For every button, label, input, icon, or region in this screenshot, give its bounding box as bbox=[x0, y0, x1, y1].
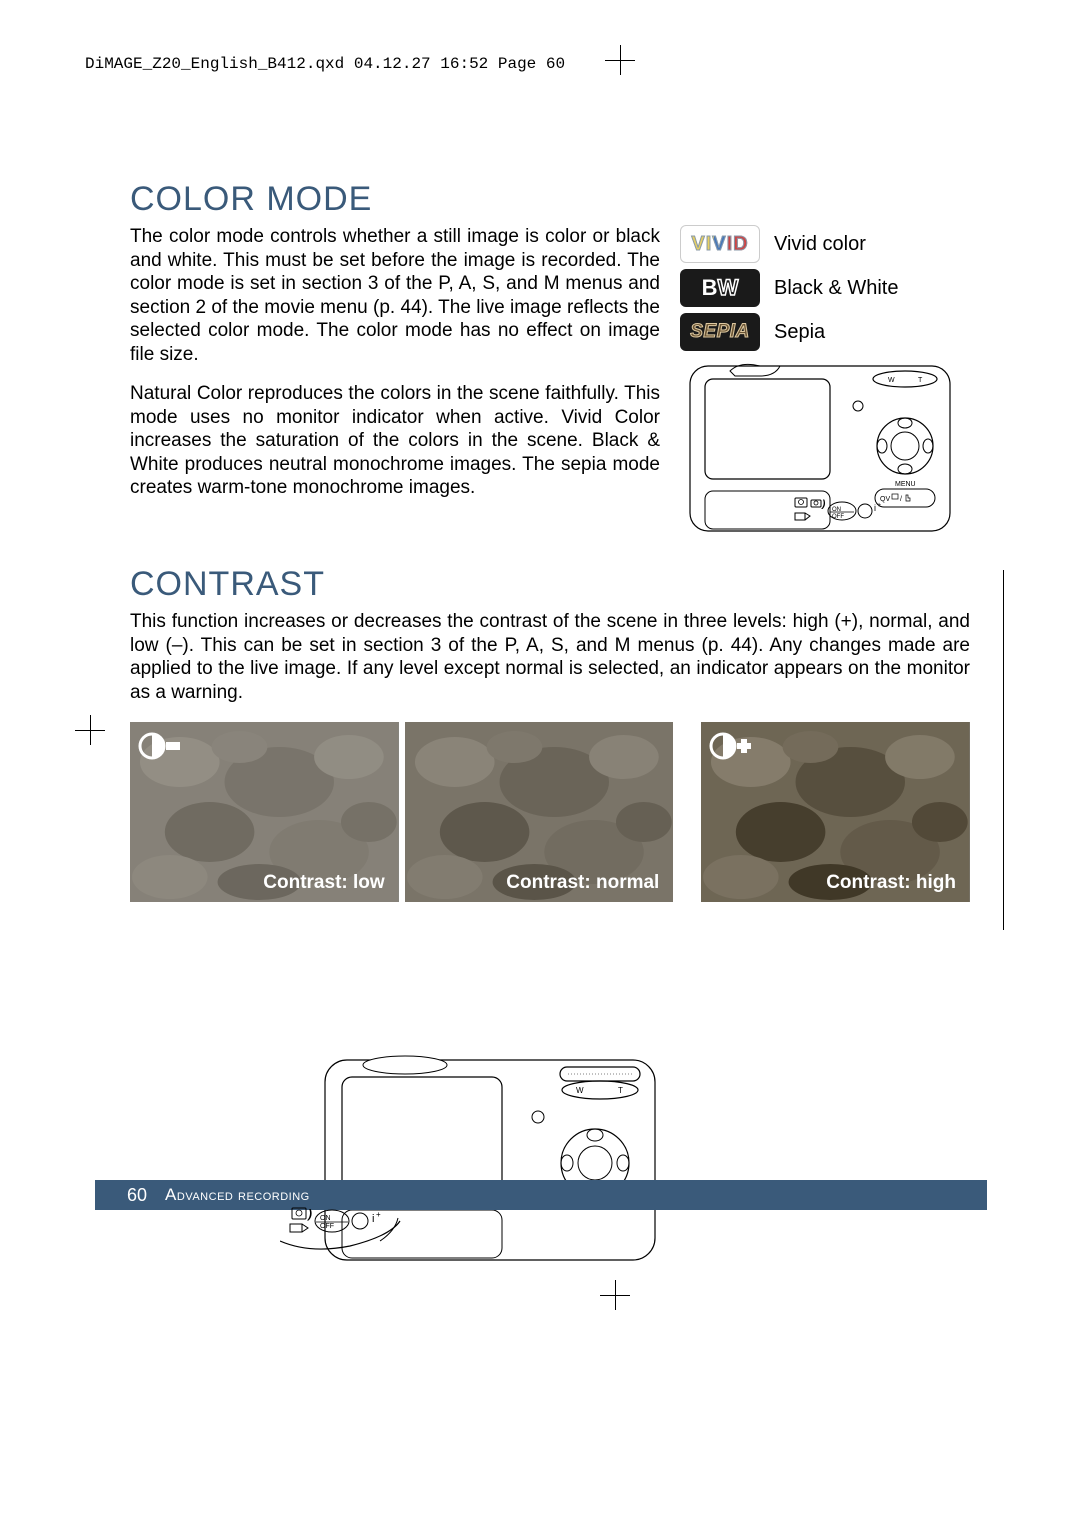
svg-text:OFF: OFF bbox=[320, 1223, 334, 1230]
contrast-sample-low: Contrast: low bbox=[130, 722, 399, 902]
contrast-normal-caption: Contrast: normal bbox=[506, 872, 659, 894]
bw-badge-text: BW bbox=[702, 275, 739, 301]
contrast-sample-normal: Contrast: normal bbox=[405, 722, 674, 902]
svg-text:ON: ON bbox=[320, 1215, 331, 1222]
svg-text:i: i bbox=[874, 503, 876, 513]
contrast-plus-icon bbox=[709, 730, 753, 762]
svg-text:QV: QV bbox=[880, 496, 890, 503]
mode-row-sepia: SEPIA Sepia bbox=[680, 313, 970, 351]
page-content: COLOR MODE The color mode controls wheth… bbox=[130, 180, 970, 902]
crop-mark-bottom bbox=[600, 1280, 630, 1310]
vivid-badge: VIVID bbox=[680, 225, 760, 263]
color-mode-text: The color mode controls whether a still … bbox=[130, 225, 660, 541]
crop-mark-left bbox=[75, 715, 105, 745]
camera-diagram-cutoff: ) ON OFF i + bbox=[280, 1206, 450, 1256]
contrast-title: CONTRAST bbox=[130, 565, 970, 604]
contrast-low-caption: Contrast: low bbox=[263, 872, 384, 894]
print-header: DiMAGE_Z20_English_B412.qxd 04.12.27 16:… bbox=[85, 55, 565, 73]
svg-text:OFF: OFF bbox=[832, 514, 844, 520]
color-mode-sidebar: VIVID Vivid color BW Black & White SEPIA… bbox=[680, 225, 970, 541]
svg-text:): ) bbox=[821, 499, 826, 510]
color-mode-title: COLOR MODE bbox=[130, 180, 970, 219]
vivid-label: Vivid color bbox=[774, 233, 866, 256]
svg-text:): ) bbox=[306, 1207, 312, 1221]
svg-text:T: T bbox=[918, 377, 923, 384]
svg-text:T: T bbox=[618, 1086, 623, 1095]
contrast-high-caption: Contrast: high bbox=[826, 872, 956, 894]
mode-row-bw: BW Black & White bbox=[680, 269, 970, 307]
contrast-sample-high: Contrast: high bbox=[701, 722, 970, 902]
page-number: 60 bbox=[127, 1185, 147, 1206]
side-rule bbox=[1003, 570, 1004, 930]
svg-text:/: / bbox=[900, 496, 902, 503]
mode-row-vivid: VIVID Vivid color bbox=[680, 225, 970, 263]
sepia-badge-text: SEPIA bbox=[690, 321, 750, 343]
contrast-para: This function increases or decreases the… bbox=[130, 610, 970, 704]
bw-label: Black & White bbox=[774, 277, 898, 300]
bw-badge: BW bbox=[680, 269, 760, 307]
svg-text:W: W bbox=[576, 1086, 584, 1095]
crop-mark-top bbox=[605, 45, 635, 75]
footer-band: 60 Advanced recording bbox=[95, 1180, 987, 1210]
svg-text:MENU: MENU bbox=[895, 481, 916, 488]
footer-section: Advanced recording bbox=[165, 1185, 310, 1205]
sepia-label: Sepia bbox=[774, 321, 825, 344]
camera-back-diagram: W T MENU QV / ) O bbox=[680, 361, 960, 536]
svg-text:+: + bbox=[376, 1210, 381, 1219]
color-mode-para1: The color mode controls whether a still … bbox=[130, 225, 660, 366]
color-mode-para2: Natural Color reproduces the colors in t… bbox=[130, 382, 660, 500]
contrast-samples-row: Contrast: low Contrast: normal bbox=[130, 722, 970, 902]
svg-text:i: i bbox=[372, 1213, 374, 1225]
svg-text:+: + bbox=[877, 502, 881, 509]
color-mode-section: The color mode controls whether a still … bbox=[130, 225, 970, 541]
svg-text:W: W bbox=[888, 377, 895, 384]
vivid-badge-text: VIVID bbox=[691, 233, 748, 256]
sepia-badge: SEPIA bbox=[680, 313, 760, 351]
contrast-minus-icon bbox=[138, 730, 182, 762]
